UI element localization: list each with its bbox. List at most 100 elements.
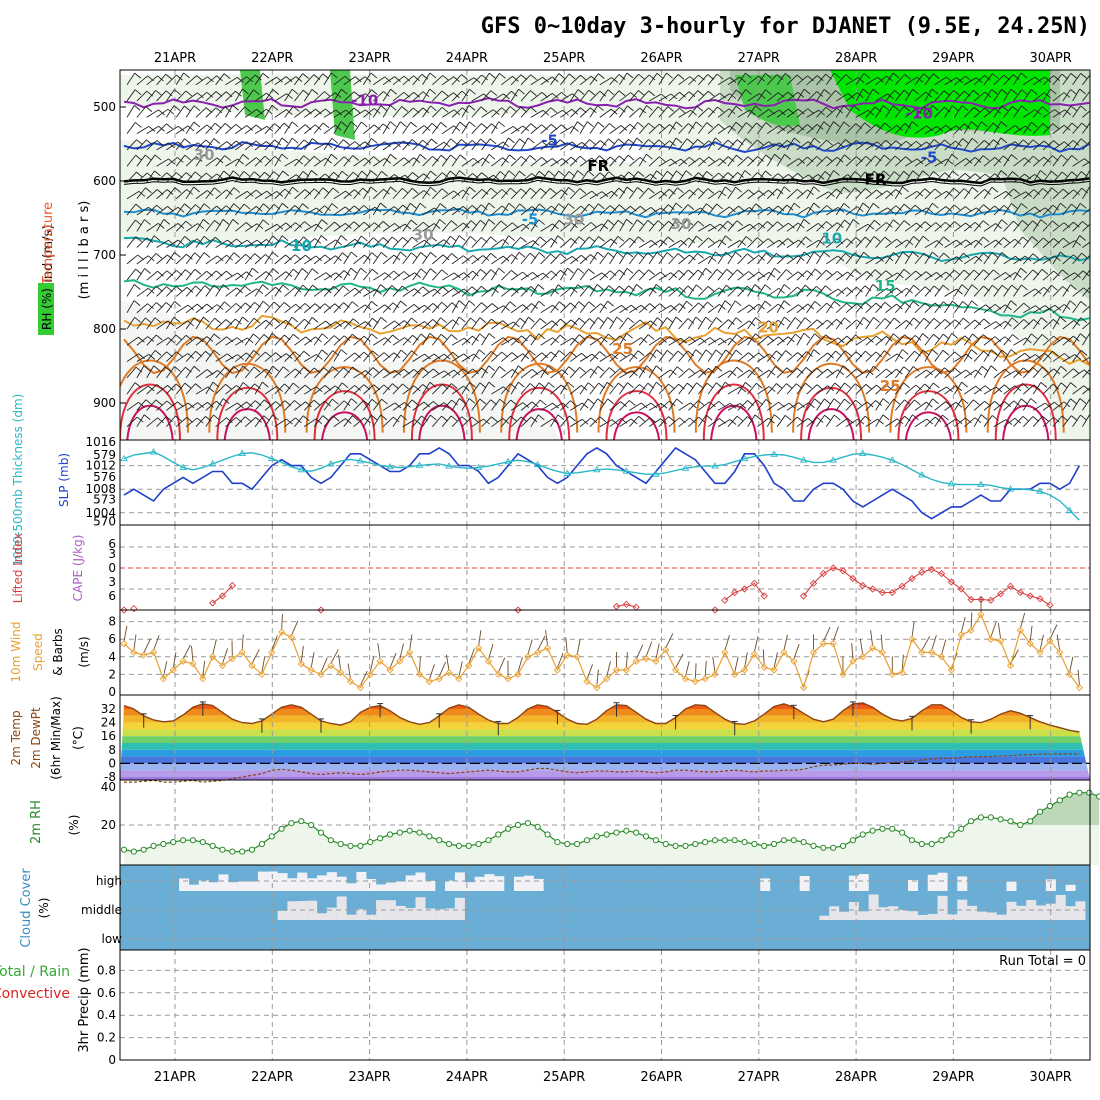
wind-barb [146, 384, 158, 395]
wind-barb-flag [964, 335, 972, 342]
wind-barb-flag [896, 125, 904, 131]
wind-barb-flag [572, 337, 579, 344]
wind-barb [234, 316, 243, 330]
wind-barb-flag [757, 172, 764, 178]
wind-barb [185, 75, 197, 86]
wind-barb [835, 186, 845, 200]
wind-barb [510, 304, 523, 314]
wind-barb [766, 221, 778, 232]
wind-barb [304, 255, 317, 265]
wind-barb-flag [414, 419, 422, 426]
wind-barb [963, 106, 975, 118]
wind-barb-flag [177, 141, 185, 148]
lifted-index-marker [937, 569, 946, 578]
wind-barb-flag [768, 369, 776, 376]
wind-barb [225, 287, 237, 297]
wind-barb [944, 77, 957, 86]
wind-barb [619, 171, 630, 183]
wind-barb-flag [607, 300, 614, 307]
wind-barb [1032, 286, 1045, 297]
wind-barb [825, 382, 836, 395]
wind-barb [333, 252, 343, 265]
wind-barb [658, 252, 668, 265]
wind-barb-flag [1040, 382, 1048, 388]
wind-barb [1072, 333, 1081, 346]
wind-barb [816, 319, 828, 330]
wind10m-marker [987, 635, 995, 643]
wind-barb-flag [1060, 365, 1068, 372]
wind-barb [993, 205, 1005, 216]
wind-barb-flag [364, 141, 372, 148]
wind-barb-flag [965, 239, 973, 246]
wind-barb-flag [688, 368, 696, 374]
wind-barb [392, 174, 406, 183]
wind10m-barb [338, 654, 342, 671]
wind-barb-flag [1073, 189, 1080, 196]
wind-barb-flag [798, 402, 805, 408]
wind-barb-flag [232, 104, 239, 111]
wind-barb [816, 352, 828, 362]
wind-barb-flag [458, 316, 466, 323]
wind-barb [569, 317, 580, 330]
wind-barb [195, 316, 204, 330]
wind-barb-flag [719, 92, 727, 99]
wind10m-barb [241, 634, 244, 651]
wind-barb [1082, 387, 1090, 395]
wind-barb [304, 336, 316, 346]
wind-barb [757, 206, 770, 216]
wind-barb [402, 75, 414, 86]
lifted-index-marker [218, 592, 227, 600]
wind-barb [471, 255, 484, 265]
wind-barb [343, 205, 355, 216]
wind10m-barb [556, 652, 564, 669]
wind-barb [786, 124, 799, 134]
wind-barb [737, 170, 746, 183]
wind-barb-flag [185, 90, 193, 97]
wind-barb-flag [235, 123, 243, 130]
wind-barb [717, 139, 729, 151]
wind-barb-flag [853, 219, 860, 225]
wind-barb [717, 220, 728, 232]
wind-barb-flag [983, 204, 990, 210]
wind-barb [156, 206, 168, 216]
wind-barb [136, 414, 145, 427]
wind-barb [727, 366, 738, 379]
wind-barb-flag [856, 319, 863, 326]
wind-barb [530, 382, 540, 395]
wind-barb-flag [244, 285, 252, 292]
wind-barb [963, 319, 976, 330]
wind-barb-flag [944, 367, 951, 374]
wind-barb-flag [745, 382, 752, 388]
wind-barb-flag [637, 171, 645, 177]
wind-barb-flag [873, 317, 880, 323]
wind-barb-flag [353, 221, 361, 228]
wind-barb-flag [656, 170, 663, 177]
wind-barb [619, 353, 632, 362]
wind-barb [658, 286, 670, 297]
wind-barb [973, 285, 984, 297]
wind-barb [146, 204, 157, 216]
wind-barb [560, 255, 573, 265]
wind-barb [569, 89, 579, 102]
wind-barb [609, 335, 621, 346]
wind-barb-flag [943, 90, 951, 97]
wind-barb-flag [774, 267, 781, 274]
wind-barb [126, 416, 138, 428]
wind-barb [658, 204, 669, 216]
wind-barb-flag [265, 351, 272, 358]
wind-barb [668, 398, 678, 411]
wind-barb [766, 205, 779, 216]
rh2m-marker [672, 842, 679, 850]
wind-barb [1062, 221, 1074, 232]
wind-barb [432, 172, 443, 183]
wind-barb-flag [552, 158, 559, 164]
wind-barb-flag [157, 417, 164, 424]
wind-barb [629, 269, 640, 281]
cloud-high-cell [188, 884, 199, 891]
date-label-top: 22APR [251, 51, 293, 66]
wind-barb-flag [292, 382, 300, 389]
wind-barb-flag [666, 252, 674, 258]
wind-barb-flag [570, 351, 577, 358]
rh2m-line [123, 792, 1100, 853]
wind-barb [875, 170, 884, 183]
